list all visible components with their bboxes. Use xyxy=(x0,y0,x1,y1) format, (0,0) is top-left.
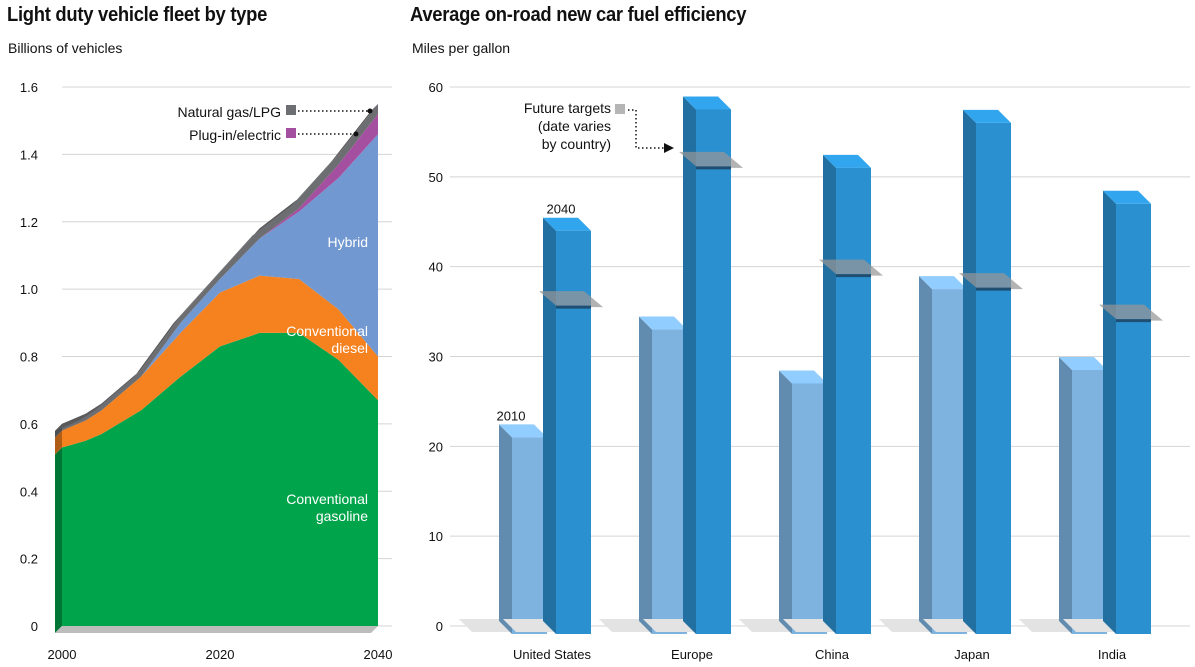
bar xyxy=(652,329,687,634)
label-diesel: Conventional xyxy=(286,323,368,339)
legend-label-plug-in: Plug-in/electric xyxy=(189,127,281,143)
y-tick-label: 1.6 xyxy=(20,80,38,95)
bar xyxy=(696,109,731,635)
bar-side-face xyxy=(543,217,556,634)
left-chart-subtitle: Billions of vehicles xyxy=(8,40,123,56)
label-diesel: diesel xyxy=(331,340,368,356)
series-label-2010: 2010 xyxy=(497,408,526,423)
y-tick-label: 60 xyxy=(429,80,443,95)
x-tick-label: China xyxy=(815,647,850,662)
x-tick-label: United States xyxy=(513,647,592,662)
y-tick-label: 0.4 xyxy=(20,484,38,499)
right-chart-title: Average on-road new car fuel efficiency xyxy=(410,4,747,26)
area-side-face xyxy=(55,430,62,455)
y-tick-label: 40 xyxy=(429,260,443,275)
y-tick-label: 0 xyxy=(31,619,38,634)
bar xyxy=(792,383,827,634)
bar-top-face xyxy=(683,96,731,110)
bar-side-face xyxy=(499,424,512,634)
bar-side-face xyxy=(779,370,792,634)
bar-side-face xyxy=(823,154,836,634)
bar-side-face xyxy=(1103,190,1116,635)
bar xyxy=(976,122,1011,634)
label-gasoline: gasoline xyxy=(316,508,368,524)
legend-swatch-targets xyxy=(615,104,625,114)
y-tick-label: 0 xyxy=(436,619,443,634)
bar-top-face xyxy=(543,217,591,231)
target-plane xyxy=(959,273,1023,290)
y-tick-label: 1.2 xyxy=(20,215,38,230)
targets-annotation: Future targets xyxy=(524,100,611,116)
bar-side-face xyxy=(919,276,932,634)
bar-top-face xyxy=(1059,356,1107,370)
x-tick-label: Japan xyxy=(954,647,989,662)
bar-top-face xyxy=(639,316,687,330)
y-tick-label: 0.6 xyxy=(20,417,38,432)
x-tick-label: 2020 xyxy=(206,647,235,662)
y-tick-label: 30 xyxy=(429,350,443,365)
fuel-efficiency-bar-chart: 0 10 20 30 40 50 60 United States Europe China Jap… xyxy=(429,80,1190,662)
y-tick-label: 10 xyxy=(429,529,443,544)
y-tick-label: 0.8 xyxy=(20,350,38,365)
bar xyxy=(932,289,967,634)
bar-top-face xyxy=(823,154,871,168)
target-plane xyxy=(539,291,603,308)
legend-swatch-natural-gas xyxy=(286,105,296,115)
bar-top-face xyxy=(919,276,967,290)
bar-side-face xyxy=(639,316,652,634)
label-hybrid: Hybrid xyxy=(328,234,368,250)
targets-annotation: by country) xyxy=(542,136,611,152)
y-tick-label: 0.2 xyxy=(20,552,38,567)
label-gasoline: Conventional xyxy=(286,491,368,507)
y-tick-label: 50 xyxy=(429,170,443,185)
x-tick-label: 2040 xyxy=(364,647,393,662)
right-chart-subtitle: Miles per gallon xyxy=(412,40,511,56)
x-tick-label: 2000 xyxy=(48,647,77,662)
bar xyxy=(1072,369,1107,634)
leader-line xyxy=(628,109,668,149)
targets-annotation: (date varies xyxy=(538,118,611,134)
y-tick-label: 1.4 xyxy=(20,147,38,162)
bar-side-face xyxy=(963,109,976,634)
leader-dot xyxy=(367,108,373,114)
bar xyxy=(1116,203,1151,635)
left-chart-title: Light duty vehicle fleet by type xyxy=(7,4,268,26)
y-tick-label: 1.0 xyxy=(20,282,38,297)
target-plane xyxy=(679,151,743,168)
bar-top-face xyxy=(1103,190,1151,204)
y-tick-label: 20 xyxy=(429,439,443,454)
area-conventional-diesel xyxy=(62,275,378,448)
bar xyxy=(836,167,871,634)
bar xyxy=(512,437,547,634)
bar-side-face xyxy=(1059,356,1072,634)
area-conventional-gasoline xyxy=(62,332,378,626)
bar-side-face xyxy=(683,96,696,635)
legend-label-natural-gas: Natural gas/LPG xyxy=(178,104,282,120)
target-plane xyxy=(1099,304,1163,321)
bar-top-face xyxy=(779,370,827,384)
bar-top-face xyxy=(963,109,1011,123)
area-hybrid xyxy=(62,134,378,431)
x-tick-label: Europe xyxy=(671,647,713,662)
fleet-area-chart: 0 0.2 0.4 0.6 0.8 1.0 1.2 1.4 1.6 2000 2020 2040 Hyb… xyxy=(20,80,393,662)
area-floor xyxy=(55,626,378,633)
target-plane xyxy=(819,259,883,276)
leader-dot xyxy=(353,131,359,137)
leader-arrow-icon xyxy=(664,143,674,153)
legend-swatch-plug-in xyxy=(286,128,296,138)
x-tick-label: India xyxy=(1098,647,1127,662)
bar-top-face xyxy=(499,424,547,438)
area-side-face xyxy=(55,447,62,633)
series-label-2040: 2040 xyxy=(547,202,576,217)
